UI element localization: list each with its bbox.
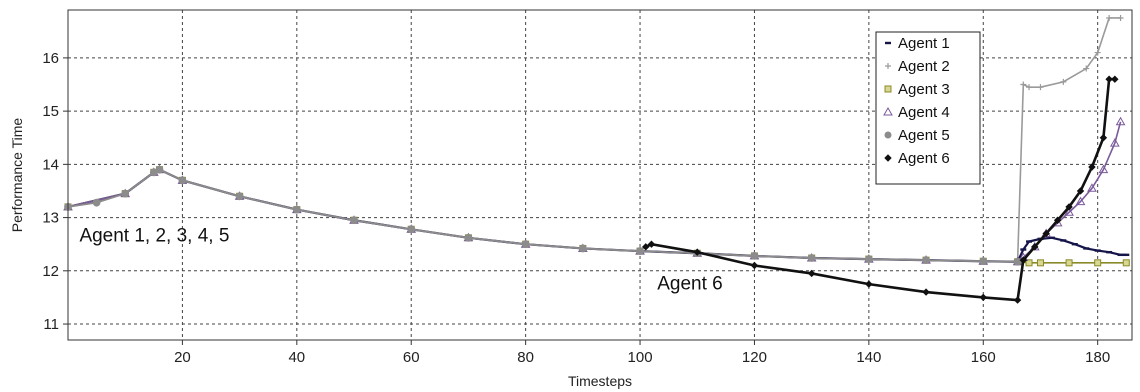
legend-entry: Agent 3 [898,81,950,98]
annotations: Agent 1, 2, 3, 4, 5 Agent 6 [79,226,722,295]
data-point [865,280,873,288]
data-point [92,198,101,207]
legend-entry: Agent 5 [898,127,950,144]
data-point [750,252,759,260]
legend-marker [884,85,892,93]
legend-marker [884,131,892,139]
y-axis-title: Performance Time [9,118,25,233]
grid-lines [68,10,1132,340]
data-point [1019,256,1028,264]
series-5 [64,165,1022,266]
data-point [292,205,301,214]
data-point [1013,257,1022,266]
data-point [1076,187,1085,195]
x-tick-label: 100 [628,349,653,366]
chart-annotation: Agent 1, 2, 3, 4, 5 [79,226,229,247]
data-point [1109,138,1120,147]
legend-marker [883,106,893,116]
y-tick-label: 11 [43,316,59,333]
data-point [1099,134,1108,142]
data-point [1064,207,1074,216]
data-point [922,256,930,265]
x-tick-label: 40 [288,349,305,366]
data-point [1065,259,1073,267]
data-point [1031,243,1039,251]
data-point [864,255,873,263]
y-tick-label: 16 [42,50,59,67]
legend-box [875,31,981,185]
legend-entry: Agent 6 [898,150,950,167]
data-point [1013,296,1022,304]
data-point [1026,84,1033,91]
data-point [1025,259,1033,267]
data-point [1105,75,1113,83]
series-6 [642,75,1119,304]
data-point [407,225,416,234]
legend-entry: Agent 1 [898,35,950,52]
data-point [1065,203,1073,211]
data-point [155,165,164,174]
data-point [647,240,656,248]
data-point [1053,216,1062,224]
data-point [1087,183,1097,192]
y-tick-label: 12 [42,263,59,280]
data-point [1036,259,1044,267]
data-point [693,248,701,256]
data-point [636,247,644,256]
legend-marker [885,63,891,69]
data-point [1111,75,1119,83]
data-point [578,244,587,253]
series-layer [63,14,1130,304]
x-tick-label: 140 [856,349,881,366]
data-point [1088,163,1096,171]
x-tick-label: 120 [742,349,767,366]
data-point [235,192,244,201]
data-point [1094,259,1102,267]
data-point [1122,259,1130,267]
y-tick-label: 14 [42,156,59,173]
data-point [521,240,530,249]
legend-entry: Agent 2 [898,58,950,75]
data-point [1042,229,1050,238]
data-point [642,243,650,251]
data-point [1037,84,1044,91]
y-tick-label: 15 [42,103,59,120]
data-point [807,254,816,262]
x-tick-label: 160 [971,349,996,366]
legend-marker [884,154,892,162]
plot-frame [67,9,1133,341]
x-tick-label: 180 [1085,349,1110,366]
data-point [350,216,358,225]
data-point [121,189,130,198]
x-tick-label: 20 [174,349,191,366]
data-point [1075,196,1086,206]
data-point [1117,14,1124,21]
data-point [1094,49,1101,56]
data-point [979,293,987,302]
data-point [1020,81,1027,88]
data-point [464,233,473,242]
data-point [1060,78,1067,85]
chart-annotation: Agent 6 [657,273,723,294]
data-point [922,288,930,296]
legend: Agent 1 Agent 2 Agent 3 Agent 4 Agent 5 Agent… [875,31,981,185]
y-tick-label: 13 [42,210,59,227]
axes: 20 40 60 80 100 120 140 160 180 11 12 13 14 15 16 [42,9,1133,366]
data-point [1083,65,1090,72]
legend-entry: Agent 4 [898,104,950,121]
data-point [1115,116,1126,126]
data-point [979,257,988,266]
data-point [1098,164,1109,174]
data-point [1106,14,1113,21]
data-point [807,269,816,278]
data-point [750,261,759,270]
x-axis-title: Timesteps [568,373,632,389]
data-point [178,176,187,185]
x-tick-label: 80 [517,349,534,366]
x-tick-label: 60 [403,349,420,366]
